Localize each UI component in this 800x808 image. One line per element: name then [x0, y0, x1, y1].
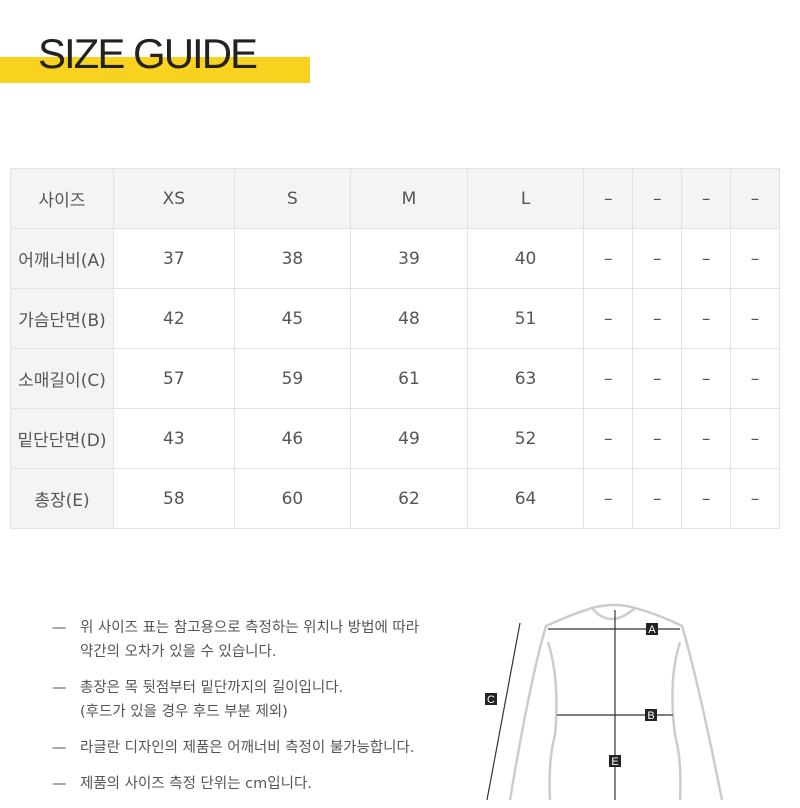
table-cell: – [583, 408, 634, 469]
header-cell: – [681, 168, 732, 229]
table-cell: – [632, 228, 683, 289]
header-cell: L [466, 168, 585, 229]
table-cell: – [583, 348, 634, 409]
table-cell: – [730, 288, 780, 349]
table-cell: 52 [466, 408, 585, 469]
note-item: — 총장은 목 뒷점부터 밑단까지의 길이입니다. (후드가 있을 경우 후드 부분… [52, 676, 419, 724]
dash-bullet: — [52, 680, 67, 696]
table-cell: 59 [233, 348, 352, 409]
table-cell: 51 [466, 288, 585, 349]
table-row: 총장(E) 58 60 62 64– – – – [10, 468, 780, 529]
table-cell: 60 [233, 468, 352, 529]
table-cell: 42 [113, 288, 235, 349]
label-b: B [647, 710, 654, 722]
dash-bullet: — [52, 776, 67, 792]
row-label: 밑단단면(D) [10, 408, 114, 469]
header-cell: – [632, 168, 683, 229]
table-cell: 40 [466, 228, 585, 289]
table-cell: 43 [113, 408, 235, 469]
sleeve-outline [508, 606, 724, 800]
table-cell: – [681, 468, 732, 529]
table-cell: – [730, 408, 780, 469]
table-cell: – [583, 288, 634, 349]
table-row: 밑단단면(D) 43 46 49 52– – – – [10, 408, 780, 469]
table-cell: – [730, 468, 780, 529]
table-cell: – [681, 288, 732, 349]
table-row: 어깨너비(A) 37 38 39 40– – – – [10, 228, 780, 289]
note-item: — 라글란 디자인의 제품은 어깨너비 측정이 불가능합니다. [52, 736, 419, 760]
table-cell: 49 [350, 408, 468, 469]
table-cell: – [583, 228, 634, 289]
table-cell: – [681, 228, 732, 289]
table-cell: 64 [466, 468, 585, 529]
table-cell: 48 [350, 288, 468, 349]
size-table: 사이즈 XS S M L – – – – 어깨너비(A) 37 38 39 40– – – – 가슴단면(B) 42… [10, 168, 780, 529]
table-cell: – [632, 468, 683, 529]
label-e: E [611, 756, 618, 768]
table-cell: 61 [350, 348, 468, 409]
table-cell: – [632, 408, 683, 469]
header-cell: – [583, 168, 634, 229]
note-text: (후드가 있을 경우 후드 부분 제외) [80, 704, 288, 720]
title-highlight-bar [0, 57, 310, 83]
table-row: 가슴단면(B) 42 45 48 51– – – – [10, 288, 780, 349]
row-label: 어깨너비(A) [10, 228, 114, 289]
table-cell: – [681, 348, 732, 409]
table-cell: 62 [350, 468, 468, 529]
row-label: 총장(E) [10, 468, 114, 529]
header-cell: XS [113, 168, 235, 229]
table-cell: 57 [113, 348, 235, 409]
row-label: 소매길이(C) [10, 348, 114, 409]
table-cell: 37 [113, 228, 235, 289]
table-cell: – [632, 288, 683, 349]
table-cell: – [583, 468, 634, 529]
table-header-row: 사이즈 XS S M L – – – – [10, 168, 780, 229]
note-item: — 제품의 사이즈 측정 단위는 cm입니다. [52, 772, 419, 796]
label-a: A [648, 624, 656, 636]
table-row: 소매길이(C) 57 59 61 63– – – – [10, 348, 780, 409]
header-cell: – [730, 168, 780, 229]
note-text: 총장은 목 뒷점부터 밑단까지의 길이입니다. [80, 680, 344, 696]
note-text: 위 사이즈 표는 참고용으로 측정하는 위치나 방법에 따라 [80, 620, 420, 636]
body-outline [546, 641, 682, 800]
note-text: 제품의 사이즈 측정 단위는 cm입니다. [80, 776, 312, 792]
header-cell: S [233, 168, 352, 229]
table-cell: 39 [350, 228, 468, 289]
label-c: C [487, 694, 495, 706]
table-cell: – [632, 348, 683, 409]
table-cell: – [681, 408, 732, 469]
table-cell: 63 [466, 348, 585, 409]
dash-bullet: — [52, 620, 67, 636]
sweater-diagram: A B C E [485, 603, 724, 800]
table-cell: 38 [233, 228, 352, 289]
table-cell: 46 [233, 408, 352, 469]
table-cell: 45 [233, 288, 352, 349]
header-cell: M [350, 168, 468, 229]
page-title: SIZE GUIDE [38, 30, 258, 77]
header-cell: 사이즈 [10, 168, 114, 229]
collar-outline [589, 603, 638, 621]
note-text: 약간의 오차가 있을 수 있습니다. [80, 644, 277, 660]
dash-bullet: — [52, 740, 67, 756]
table-cell: – [730, 348, 780, 409]
note-text: 라글란 디자인의 제품은 어깨너비 측정이 불가능합니다. [80, 740, 415, 756]
table-cell: – [730, 228, 780, 289]
row-label: 가슴단면(B) [10, 288, 114, 349]
table-cell: 58 [113, 468, 235, 529]
